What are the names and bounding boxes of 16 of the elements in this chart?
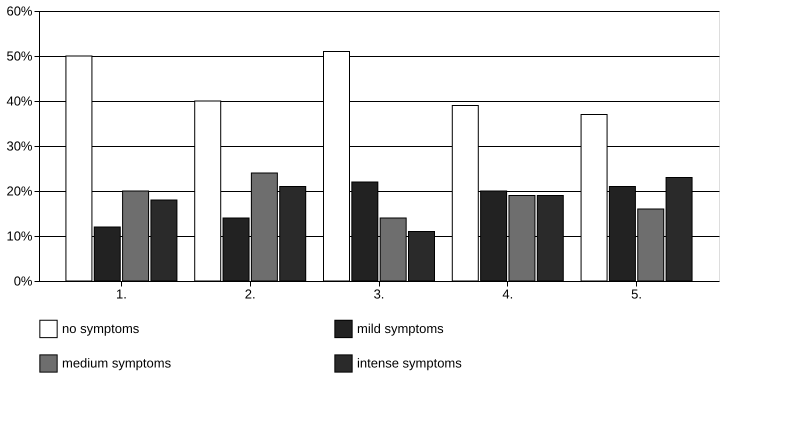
x-tick-label: 2. xyxy=(244,286,256,302)
legend-label: medium symptoms xyxy=(62,356,172,370)
legend-label: intense symptoms xyxy=(357,356,462,370)
y-tick-label: 50% xyxy=(6,48,33,64)
y-tick-label: 30% xyxy=(6,138,33,154)
x-tick-label: 4. xyxy=(502,286,514,302)
y-tick-label: 60% xyxy=(6,4,33,18)
legend-label: no symptoms xyxy=(62,320,140,336)
y-tick-label: 20% xyxy=(6,184,33,198)
y-tick-label: 0% xyxy=(14,274,33,288)
y-tick-label: 40% xyxy=(6,94,33,108)
x-tick-label: 5. xyxy=(631,286,642,302)
legend-label: mild symptoms xyxy=(357,320,444,336)
x-tick-label: 3. xyxy=(374,286,384,302)
y-tick-label: 10% xyxy=(6,228,33,244)
x-tick-label: 1. xyxy=(116,286,127,302)
